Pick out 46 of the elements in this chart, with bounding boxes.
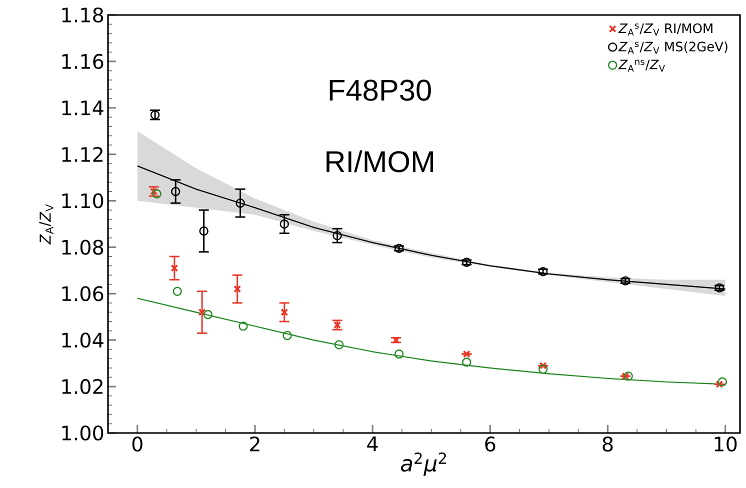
x-tick-label: 2 <box>250 436 260 452</box>
x-tick-label: 6 <box>485 436 496 452</box>
y-tick-label: 1.14 <box>62 100 104 116</box>
y-tick-label: 1.00 <box>62 425 104 441</box>
point <box>622 372 630 380</box>
annotation: F48P30 <box>330 80 431 101</box>
point <box>394 349 404 359</box>
y-tick-label: 1.06 <box>62 286 104 302</box>
point <box>394 244 404 254</box>
legend-label: Z$_{A}$$^{s}$/Z$_{V}$ RI/MOM <box>618 23 712 36</box>
legend-label: Z$_{A}$$^{ns}$/Z$_{V}$ <box>618 60 665 72</box>
point <box>203 310 213 320</box>
y-tick-label: 1.08 <box>62 240 104 255</box>
point <box>172 286 182 296</box>
x-tick-label: 10 <box>714 436 737 452</box>
y-tick-label: 1.18 <box>62 7 104 23</box>
point <box>624 371 633 381</box>
point <box>152 189 162 198</box>
point <box>282 330 292 340</box>
annotation: RI/MOM <box>326 150 433 172</box>
y-tick-label: 1.04 <box>62 332 104 348</box>
y-tick-label: 1.16 <box>62 54 104 69</box>
point <box>538 266 548 276</box>
point <box>620 276 630 286</box>
point <box>332 230 342 240</box>
x-tick-label: 4 <box>367 436 378 452</box>
x-tick-label: 8 <box>602 436 613 452</box>
legend-label: Z$_{A}$$^{s}$/Z$_{V}$ MS(2GeV) <box>618 41 728 54</box>
line-series <box>136 298 726 385</box>
point <box>539 362 547 370</box>
point <box>238 322 248 331</box>
point <box>538 364 548 374</box>
y-tick-label: 1.12 <box>62 146 102 162</box>
point <box>462 358 472 367</box>
point <box>716 380 724 388</box>
point <box>170 186 180 196</box>
x-tick-label: 0 <box>132 436 142 452</box>
x-axis-title: a$^{2}$μ$^{2}$ <box>400 452 446 476</box>
point <box>236 198 245 208</box>
y-tick-label: 1.02 <box>62 379 102 394</box>
point <box>334 340 344 350</box>
point <box>392 336 400 344</box>
point <box>280 219 290 229</box>
point <box>462 350 470 358</box>
y-tick-label: 1.10 <box>62 193 104 208</box>
point <box>199 226 208 236</box>
